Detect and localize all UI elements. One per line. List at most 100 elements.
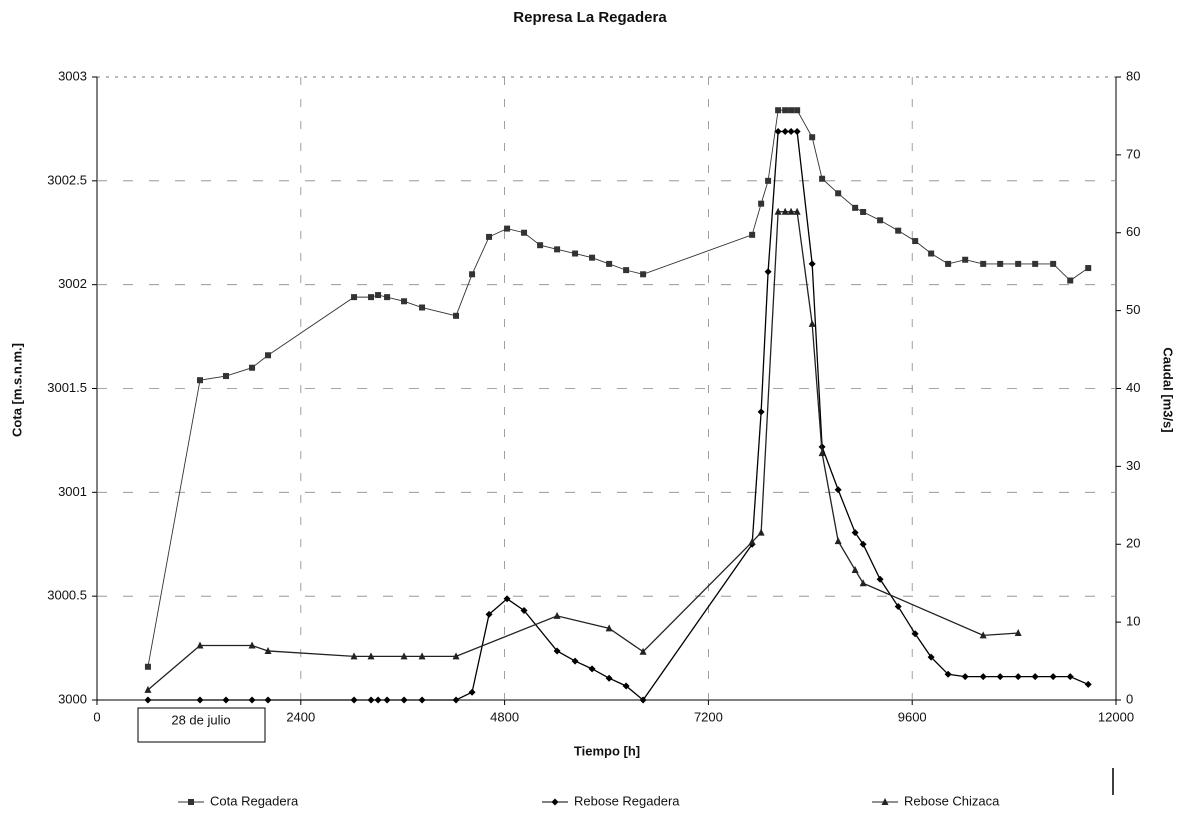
- point: [877, 217, 884, 224]
- point: [749, 231, 756, 238]
- point: [764, 268, 772, 276]
- y2-tick-label: 20: [1126, 536, 1140, 551]
- point: [775, 107, 782, 114]
- point: [248, 696, 256, 704]
- y-tick-label: 3001.5: [47, 380, 87, 395]
- point: [144, 696, 152, 704]
- y2-tick-label: 70: [1126, 146, 1140, 161]
- point: [504, 225, 511, 232]
- y2-tick-label: 10: [1126, 614, 1140, 629]
- point: [765, 177, 772, 184]
- point: [249, 364, 256, 371]
- point: [997, 260, 1004, 267]
- point: [757, 528, 765, 536]
- point: [851, 529, 859, 537]
- point: [1066, 673, 1074, 681]
- point: [852, 204, 859, 211]
- point: [757, 408, 765, 416]
- point: [196, 696, 204, 704]
- point: [945, 260, 952, 267]
- point: [383, 696, 391, 704]
- point: [808, 319, 816, 327]
- y-tick-label: 3000: [58, 691, 87, 706]
- point: [197, 377, 204, 384]
- point: [222, 696, 230, 704]
- point: [962, 256, 969, 263]
- point: [351, 294, 358, 301]
- point: [851, 565, 859, 573]
- x-tick-label: 12000: [1098, 709, 1134, 724]
- point: [911, 630, 919, 638]
- point: [640, 271, 647, 278]
- x-tick-label: 2400: [286, 709, 315, 724]
- point: [622, 682, 630, 690]
- point: [374, 696, 382, 704]
- point: [1014, 629, 1022, 637]
- point: [859, 579, 867, 587]
- point: [639, 647, 647, 655]
- point: [979, 673, 987, 681]
- point: [860, 208, 867, 215]
- point: [927, 653, 935, 661]
- point: [961, 673, 969, 681]
- point: [503, 595, 511, 603]
- x-axis-title: Tiempo [h]: [574, 743, 640, 758]
- point: [793, 207, 801, 215]
- point: [944, 670, 952, 678]
- y2-axis-title: Caudal [m3/s]: [1161, 347, 1176, 432]
- point: [188, 799, 194, 805]
- point: [980, 260, 987, 267]
- point: [367, 696, 375, 704]
- point: [248, 641, 256, 649]
- point: [979, 631, 987, 639]
- y-tick-label: 3002: [58, 276, 87, 291]
- point: [1014, 673, 1022, 681]
- point: [264, 646, 272, 654]
- x-tick-label: 4800: [490, 709, 519, 724]
- point: [788, 107, 795, 114]
- point: [144, 685, 152, 693]
- point: [551, 798, 559, 806]
- point: [996, 673, 1004, 681]
- point: [553, 611, 561, 619]
- point: [894, 603, 902, 611]
- point: [469, 271, 476, 278]
- y-tick-label: 3001: [58, 484, 87, 499]
- point: [554, 246, 561, 253]
- point: [876, 575, 884, 583]
- point: [486, 233, 493, 240]
- point: [1050, 260, 1057, 267]
- point: [639, 696, 647, 704]
- point: [368, 294, 375, 301]
- point: [774, 128, 782, 136]
- point: [350, 652, 358, 660]
- point: [222, 373, 229, 380]
- point: [144, 663, 151, 670]
- point: [1084, 680, 1092, 688]
- y2-tick-label: 30: [1126, 458, 1140, 473]
- point: [401, 298, 408, 305]
- point: [818, 449, 826, 457]
- point: [1032, 260, 1039, 267]
- legend-label: Rebose Chizaca: [904, 793, 1000, 808]
- point: [859, 540, 867, 548]
- y2-tick-label: 60: [1126, 224, 1140, 239]
- point: [623, 267, 630, 274]
- y2-tick-label: 0: [1126, 691, 1133, 706]
- point: [835, 190, 842, 197]
- y2-tick-label: 50: [1126, 302, 1140, 317]
- point: [367, 652, 375, 660]
- legend-label: Rebose Regadera: [574, 793, 680, 808]
- point: [485, 610, 493, 618]
- point: [793, 128, 801, 136]
- point: [588, 665, 596, 673]
- series-line: [147, 211, 1019, 691]
- point: [264, 696, 272, 704]
- x-tick-label: 0: [93, 709, 100, 724]
- point: [774, 207, 782, 215]
- y-tick-label: 3002.5: [47, 172, 87, 187]
- x-tick-label: 9600: [898, 709, 927, 724]
- point: [1085, 265, 1092, 272]
- point: [418, 696, 426, 704]
